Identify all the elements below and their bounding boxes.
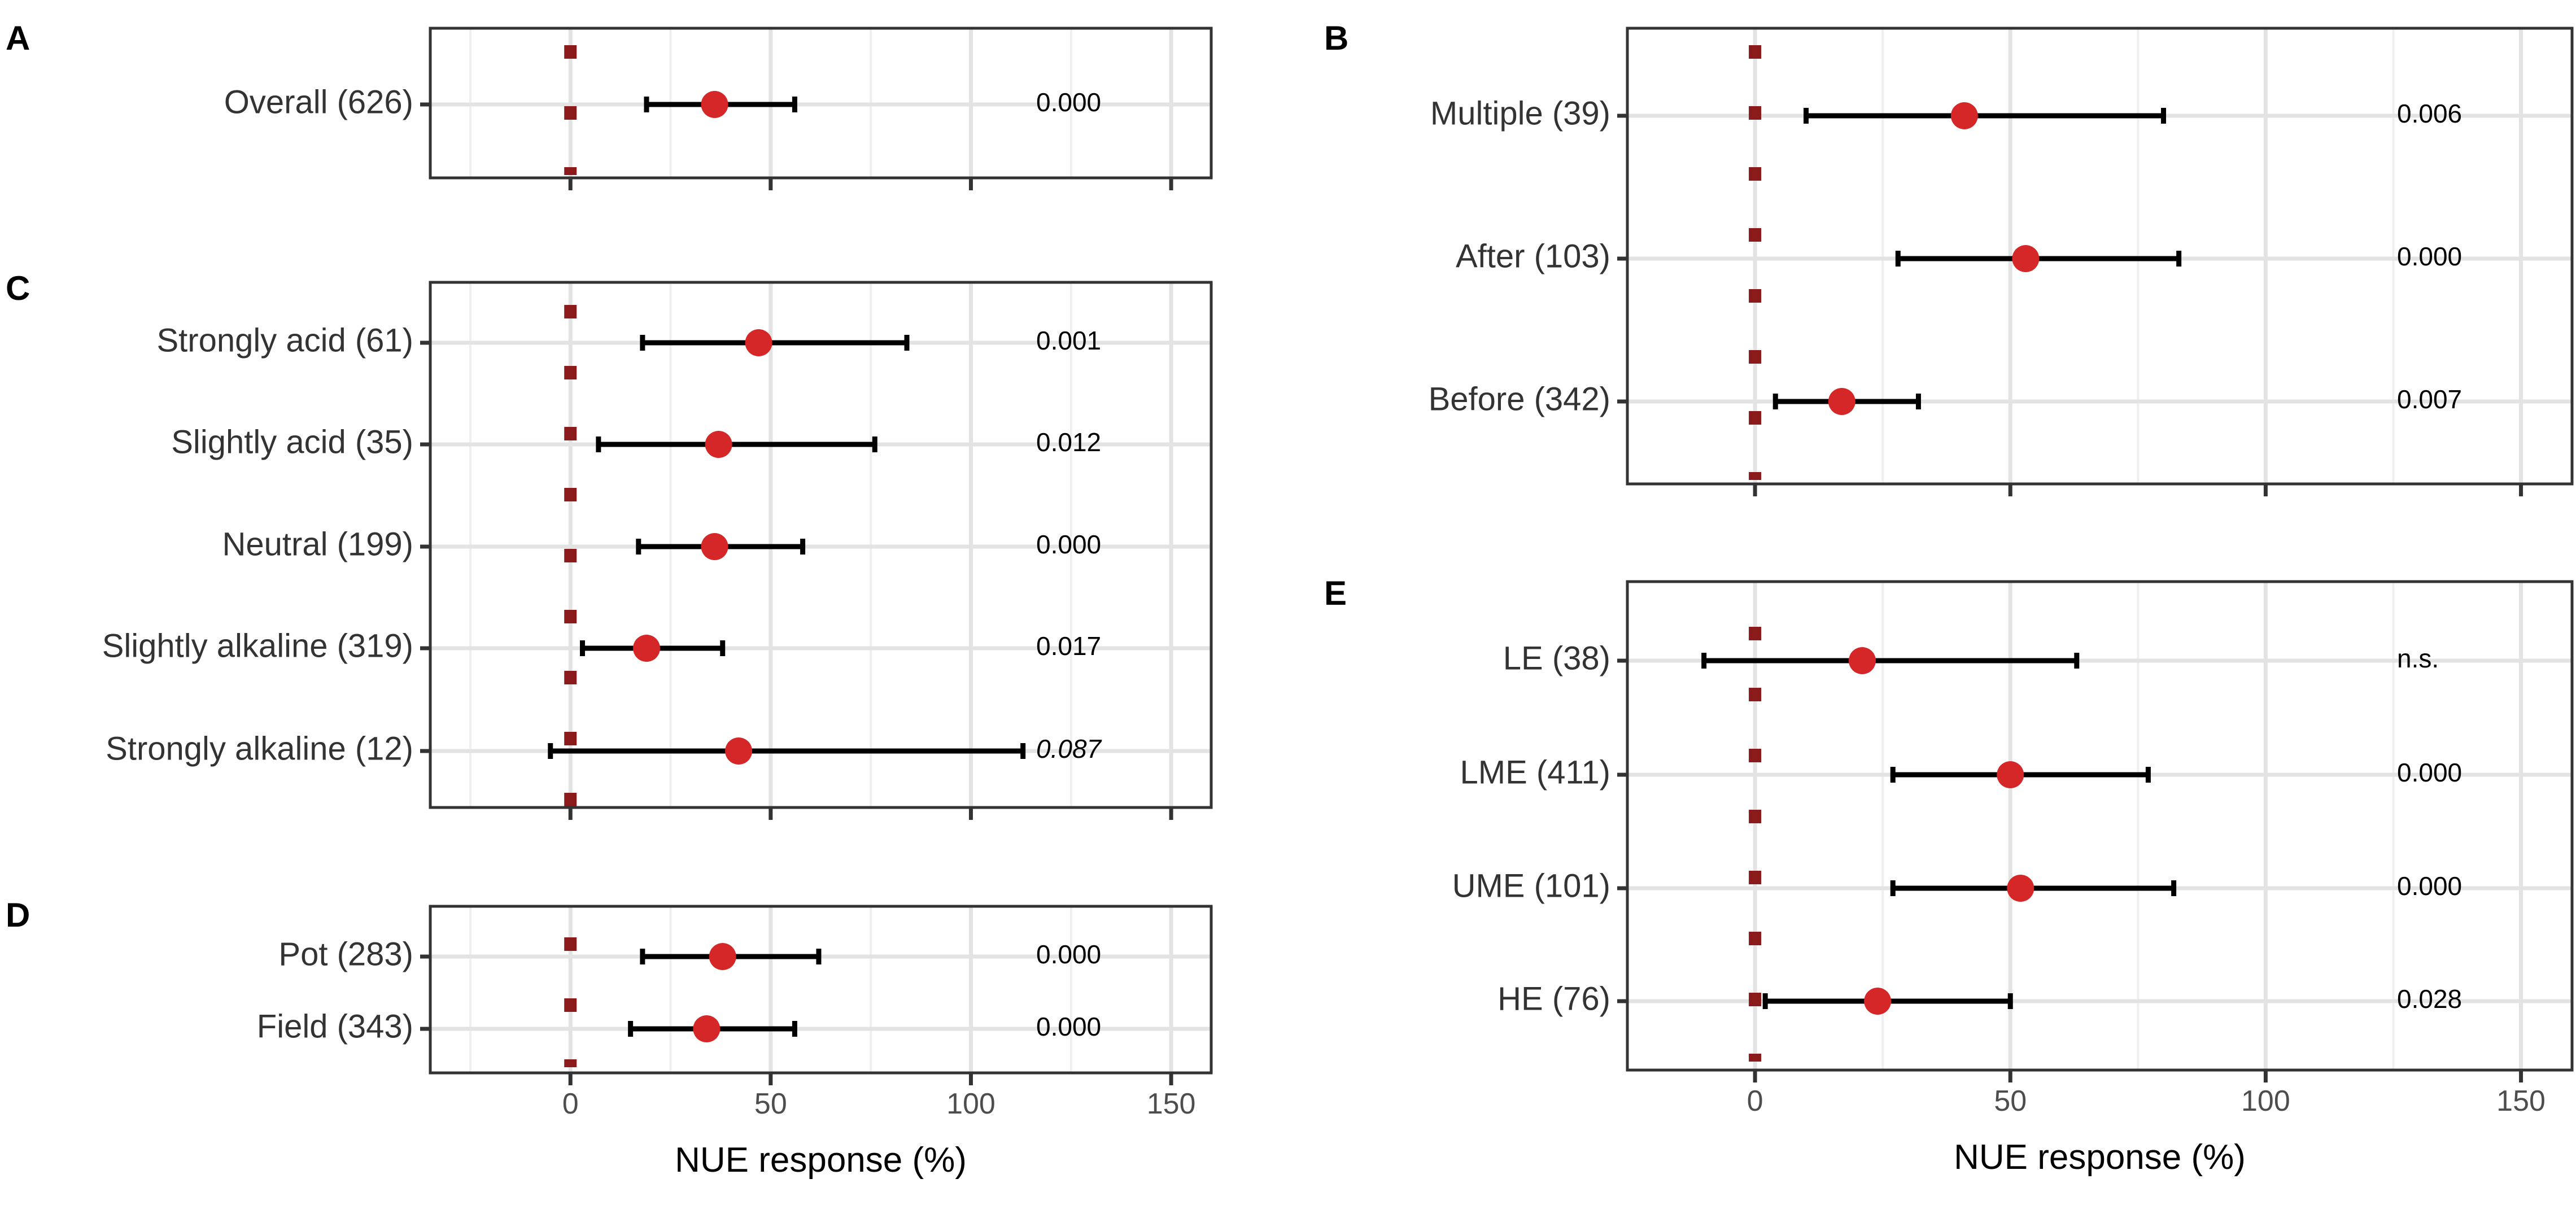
p-value-label: 0.012 — [1036, 427, 1101, 457]
row-label: UME (101) — [1452, 867, 1610, 904]
x-tick-label: 100 — [946, 1088, 996, 1120]
p-value-label: 0.028 — [2397, 984, 2462, 1014]
row-label: Slightly acid (35) — [171, 424, 413, 460]
panel-d: D Pot (283) 0.000 Field (343) 0.000 0 50 100 150… — [6, 896, 1213, 1180]
point-estimate — [1828, 388, 1855, 415]
p-value-label: 0.000 — [1036, 88, 1101, 117]
point-estimate — [745, 329, 772, 356]
row-label: After (103) — [1456, 238, 1610, 274]
point-estimate — [693, 1015, 721, 1042]
panel-a: A Overall (626) 0.000 — [6, 19, 1213, 190]
p-value-label: 0.007 — [2397, 385, 2462, 414]
row-label: Field (343) — [257, 1008, 413, 1045]
p-value-label: 0.000 — [1036, 1012, 1101, 1041]
x-axis-title: NUE response (%) — [1954, 1138, 2246, 1177]
row-label: Pot (283) — [278, 936, 413, 972]
row-label: Overall (626) — [224, 84, 413, 120]
point-estimate — [1848, 647, 1876, 674]
x-axis-title: NUE response (%) — [675, 1141, 967, 1180]
p-value-label: 0.000 — [1036, 530, 1101, 559]
p-value-label: 0.087 — [1036, 734, 1102, 763]
x-tick-label: 50 — [754, 1088, 787, 1120]
panel-e: E LE (38) n.s. LME (411) 0.000 UME (101) 0.000… — [1324, 574, 2574, 1177]
x-tick-label: 0 — [1747, 1085, 1763, 1117]
panel-letter: E — [1324, 574, 1347, 612]
point-estimate — [1864, 988, 1892, 1015]
panel-letter: D — [6, 896, 30, 934]
p-value-label: 0.000 — [2397, 242, 2462, 271]
point-estimate — [1950, 102, 1978, 129]
panel-frame — [1626, 580, 2574, 1072]
x-tick-label: 100 — [2241, 1085, 2290, 1117]
panel-letter: B — [1324, 19, 1348, 57]
panel-frame — [429, 281, 1213, 809]
row-label: Strongly acid (61) — [156, 322, 413, 359]
p-value-label: 0.017 — [1036, 631, 1101, 661]
panel-b: B Multiple (39) 0.006 After (103) 0.000 Befor… — [1324, 19, 2574, 496]
p-value-label: 0.006 — [2397, 99, 2462, 128]
panel-frame — [429, 27, 1213, 180]
x-tick-label: 0 — [562, 1088, 579, 1120]
point-estimate — [705, 431, 732, 458]
point-estimate — [709, 943, 736, 970]
row-label: Slightly alkaline (319) — [102, 627, 413, 664]
panel-frame — [429, 905, 1213, 1075]
p-value-label: 0.000 — [1036, 940, 1101, 969]
point-estimate — [701, 533, 728, 560]
row-label: Strongly alkaline (12) — [106, 730, 413, 767]
point-estimate — [2012, 245, 2040, 272]
row-label: Multiple (39) — [1430, 95, 1610, 132]
point-estimate — [725, 737, 753, 765]
x-tick-label: 50 — [1994, 1085, 2027, 1117]
row-label: LME (411) — [1460, 754, 1610, 791]
row-label: Neutral (199) — [222, 526, 413, 562]
panel-letter: A — [6, 19, 30, 57]
point-estimate — [701, 91, 728, 118]
row-label: LE (38) — [1503, 640, 1610, 676]
row-label: HE (76) — [1497, 980, 1610, 1017]
p-value-label: 0.000 — [2397, 758, 2462, 787]
x-tick-label: 150 — [1147, 1088, 1196, 1120]
point-estimate — [632, 635, 660, 662]
row-label: Before (342) — [1429, 381, 1610, 417]
p-value-label: 0.000 — [2397, 871, 2462, 901]
panel-frame — [1626, 27, 2574, 486]
panel-letter: C — [6, 269, 30, 307]
p-value-label: 0.001 — [1036, 326, 1101, 355]
point-estimate — [1997, 761, 2024, 788]
x-tick-label: 150 — [2496, 1085, 2546, 1117]
p-value-label: n.s. — [2397, 644, 2439, 673]
panel-c: C Strongly acid (61) 0.001 Slightly acid (3… — [6, 269, 1213, 820]
point-estimate — [2007, 875, 2034, 902]
